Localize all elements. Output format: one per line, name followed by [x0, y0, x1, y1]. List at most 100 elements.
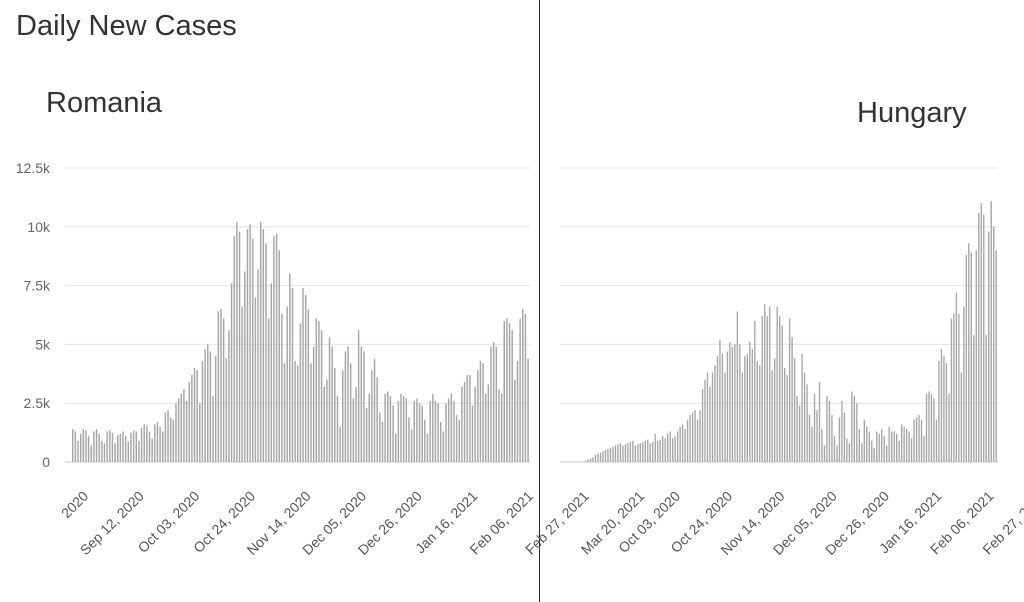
- bar-romania: [228, 330, 230, 462]
- bar-romania: [114, 443, 116, 462]
- bar-hungary: [791, 337, 793, 462]
- bar-hungary: [627, 443, 629, 462]
- bar-hungary: [694, 410, 696, 462]
- bar-romania: [365, 407, 368, 462]
- bar-romania: [304, 295, 307, 462]
- bar-hungary: [612, 446, 614, 462]
- bar-romania: [511, 330, 513, 462]
- bar-romania: [387, 391, 389, 462]
- bar-romania: [524, 313, 527, 462]
- y-tick-label: 10k: [27, 219, 51, 235]
- bar-hungary: [920, 419, 923, 462]
- bar-hungary: [838, 417, 841, 462]
- bar-romania: [217, 311, 220, 462]
- bar-romania: [154, 424, 156, 462]
- bar-romania: [127, 442, 130, 462]
- bar-romania: [98, 433, 100, 462]
- bar-romania: [522, 309, 524, 462]
- bar-hungary: [701, 389, 704, 462]
- bar-romania: [492, 342, 495, 462]
- bar-romania: [212, 396, 214, 462]
- bar-romania: [238, 231, 241, 462]
- bar-hungary: [622, 445, 624, 462]
- bar-hungary: [895, 433, 898, 462]
- bar-hungary: [846, 438, 848, 462]
- bar-romania: [111, 432, 114, 462]
- bar-romania: [175, 403, 177, 462]
- bar-hungary: [786, 374, 788, 462]
- bar-hungary: [881, 429, 883, 462]
- bar-hungary: [953, 313, 955, 462]
- bar-hungary: [853, 396, 856, 462]
- bar-hungary: [619, 443, 622, 462]
- bar-romania: [437, 403, 439, 462]
- bar-hungary: [669, 431, 671, 462]
- bar-romania: [421, 405, 423, 462]
- bar-hungary: [614, 445, 617, 462]
- bar-hungary: [968, 243, 970, 462]
- bar-hungary: [935, 419, 938, 462]
- bar-romania: [241, 306, 243, 462]
- bar-hungary: [796, 396, 798, 462]
- bar-hungary: [985, 334, 987, 462]
- bar-hungary: [649, 443, 651, 462]
- bar-hungary: [978, 212, 980, 462]
- bar-romania: [471, 405, 474, 462]
- bar-hungary: [761, 316, 763, 462]
- bar-romania: [516, 360, 519, 462]
- bar-hungary: [699, 410, 701, 462]
- bar-romania: [233, 236, 235, 462]
- bar-romania: [479, 360, 482, 462]
- bar-romania: [87, 436, 90, 462]
- bar-hungary: [604, 450, 607, 462]
- bar-hungary: [900, 424, 903, 462]
- bar-romania: [302, 287, 304, 462]
- bar-hungary: [724, 372, 726, 462]
- bar-romania: [344, 351, 347, 462]
- bar-hungary: [637, 444, 639, 462]
- bar-hungary: [739, 344, 741, 462]
- bar-romania: [159, 426, 161, 462]
- bar-romania: [447, 398, 450, 462]
- bar-romania: [286, 306, 288, 462]
- bar-romania: [397, 400, 400, 462]
- bar-romania: [138, 440, 140, 462]
- bar-hungary: [988, 231, 990, 462]
- bar-hungary: [632, 440, 634, 462]
- bar-hungary: [629, 442, 632, 462]
- bar-hungary: [671, 438, 674, 462]
- bar-romania: [339, 426, 341, 462]
- bar-hungary: [983, 215, 985, 462]
- bar-romania: [294, 360, 296, 462]
- bar-hungary: [741, 372, 744, 462]
- bar-hungary: [861, 443, 863, 462]
- bar-hungary: [696, 419, 699, 462]
- bar-hungary: [607, 449, 609, 462]
- y-tick-label: 12.5k: [16, 160, 51, 176]
- bar-romania: [169, 417, 172, 462]
- bar-hungary: [716, 356, 719, 462]
- bar-romania: [315, 318, 318, 462]
- bar-romania: [320, 330, 323, 462]
- bar-romania: [410, 429, 413, 462]
- bar-romania: [249, 224, 251, 462]
- bar-romania: [318, 320, 320, 462]
- bar-hungary: [647, 439, 649, 462]
- bar-romania: [72, 429, 74, 462]
- bar-romania: [458, 419, 460, 462]
- bar-romania: [373, 358, 376, 462]
- bar-romania: [455, 414, 458, 462]
- bar-romania: [463, 382, 466, 462]
- bar-romania: [101, 440, 103, 462]
- bar-romania: [244, 271, 246, 462]
- bar-hungary: [843, 412, 846, 462]
- bar-hungary: [776, 306, 778, 462]
- bar-romania: [381, 422, 384, 462]
- y-tick-label: 2.5k: [24, 395, 51, 411]
- bar-hungary: [609, 447, 612, 462]
- bar-hungary: [594, 454, 597, 462]
- y-tick-label: 0: [42, 454, 50, 470]
- bar-romania: [442, 431, 445, 462]
- bar-romania: [283, 363, 286, 462]
